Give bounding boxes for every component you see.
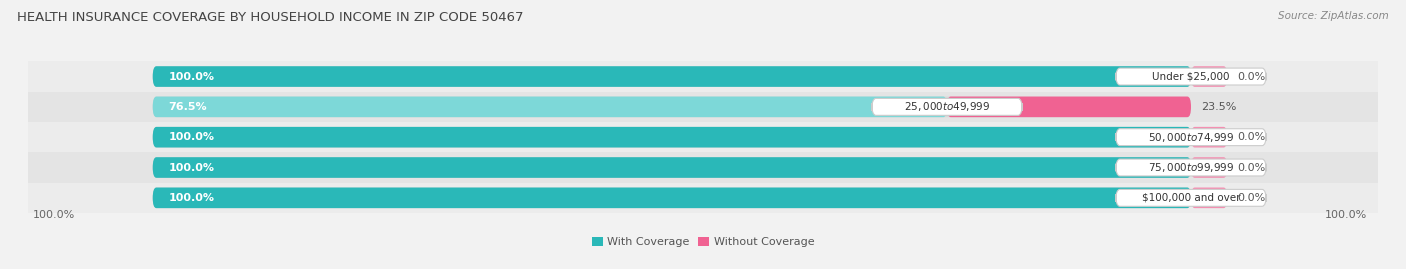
Text: 100.0%: 100.0% — [34, 210, 76, 220]
Legend: With Coverage, Without Coverage: With Coverage, Without Coverage — [588, 233, 818, 252]
FancyBboxPatch shape — [153, 187, 1191, 208]
FancyBboxPatch shape — [153, 127, 1191, 147]
Bar — [28, 61, 1378, 92]
FancyBboxPatch shape — [153, 97, 1191, 117]
FancyBboxPatch shape — [1116, 68, 1267, 85]
FancyBboxPatch shape — [153, 157, 1191, 178]
FancyBboxPatch shape — [1191, 187, 1227, 208]
FancyBboxPatch shape — [1191, 66, 1227, 87]
Text: $50,000 to $74,999: $50,000 to $74,999 — [1147, 131, 1234, 144]
Text: 0.0%: 0.0% — [1237, 193, 1265, 203]
Text: 0.0%: 0.0% — [1237, 162, 1265, 172]
Text: Source: ZipAtlas.com: Source: ZipAtlas.com — [1278, 11, 1389, 21]
FancyBboxPatch shape — [1191, 157, 1227, 178]
Text: 23.5%: 23.5% — [1201, 102, 1237, 112]
FancyBboxPatch shape — [1116, 159, 1267, 176]
Text: 100.0%: 100.0% — [1326, 210, 1368, 220]
Bar — [28, 152, 1378, 183]
FancyBboxPatch shape — [153, 66, 1191, 87]
Bar — [28, 122, 1378, 152]
Text: $100,000 and over: $100,000 and over — [1142, 193, 1240, 203]
FancyBboxPatch shape — [1116, 129, 1267, 146]
Text: 76.5%: 76.5% — [169, 102, 207, 112]
Text: 100.0%: 100.0% — [169, 193, 214, 203]
Text: 100.0%: 100.0% — [169, 132, 214, 142]
Text: 0.0%: 0.0% — [1237, 72, 1265, 82]
FancyBboxPatch shape — [153, 97, 948, 117]
FancyBboxPatch shape — [153, 157, 1191, 178]
FancyBboxPatch shape — [153, 66, 1191, 87]
FancyBboxPatch shape — [153, 187, 1191, 208]
Text: 100.0%: 100.0% — [169, 162, 214, 172]
Text: 0.0%: 0.0% — [1237, 132, 1265, 142]
FancyBboxPatch shape — [948, 97, 1191, 117]
Text: 100.0%: 100.0% — [169, 72, 214, 82]
Bar — [28, 183, 1378, 213]
FancyBboxPatch shape — [1116, 189, 1267, 206]
FancyBboxPatch shape — [153, 127, 1191, 147]
Text: $25,000 to $49,999: $25,000 to $49,999 — [904, 100, 990, 113]
Text: Under $25,000: Under $25,000 — [1153, 72, 1230, 82]
Text: $75,000 to $99,999: $75,000 to $99,999 — [1147, 161, 1234, 174]
Text: HEALTH INSURANCE COVERAGE BY HOUSEHOLD INCOME IN ZIP CODE 50467: HEALTH INSURANCE COVERAGE BY HOUSEHOLD I… — [17, 11, 523, 24]
Bar — [28, 92, 1378, 122]
FancyBboxPatch shape — [1191, 127, 1227, 147]
FancyBboxPatch shape — [872, 98, 1022, 115]
